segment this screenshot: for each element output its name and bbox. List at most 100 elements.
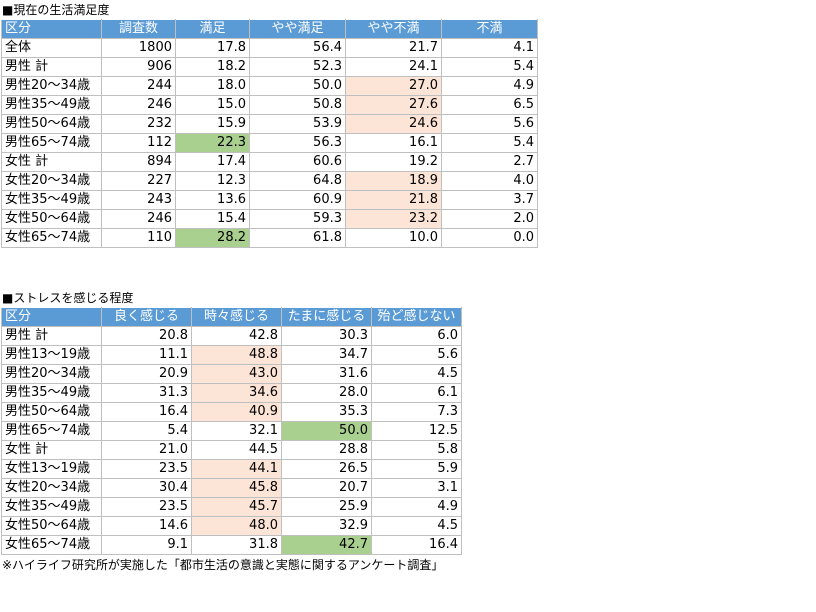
- satisfaction-cell: 232: [101, 114, 176, 134]
- satisfaction-row-label: 女性50～64歳: [1, 209, 102, 229]
- satisfaction-cell: 50.8: [249, 95, 346, 115]
- satisfaction-row: 男性65～74歳 112 22.3 56.3 16.1 5.4: [1, 133, 538, 153]
- stress-cell: 43.0: [191, 364, 282, 384]
- stress-cell: 20.7: [281, 478, 372, 498]
- satisfaction-cell: 906: [101, 57, 176, 77]
- stress-row-label: 女性35～49歳: [1, 497, 102, 517]
- stress-row-label: 女性 計: [1, 440, 102, 460]
- stress-row-label: 女性13～19歳: [1, 459, 102, 479]
- stress-row-label: 女性50～64歳: [1, 516, 102, 536]
- stress-row-label: 男性 計: [1, 326, 102, 346]
- stress-row-label: 男性50～64歳: [1, 402, 102, 422]
- satisfaction-cell: 246: [101, 95, 176, 115]
- satisfaction-cell: 23.2: [345, 209, 442, 229]
- satisfaction-cell: 53.9: [249, 114, 346, 134]
- stress-cell: 5.4: [101, 421, 192, 441]
- satisfaction-cell: 15.0: [175, 95, 250, 115]
- stress-cell: 45.7: [191, 497, 282, 517]
- stress-cell: 28.0: [281, 383, 372, 403]
- stress-cell: 34.7: [281, 345, 372, 365]
- stress-cell: 20.8: [101, 326, 192, 346]
- satisfaction-row-label: 女性65～74歳: [1, 228, 102, 248]
- stress-row: 男性35～49歳 31.3 34.6 28.0 6.1: [1, 383, 462, 403]
- satisfaction-table: 区分 調査数 満足 やや満足 やや不満 不満 全体 1800 17.8 56.4 21.7 4.1 男…: [1, 19, 538, 248]
- stress-row-label: 男性13～19歳: [1, 345, 102, 365]
- stress-cell: 16.4: [371, 535, 462, 555]
- satisfaction-cell: 1800: [101, 38, 176, 58]
- stress-cell: 16.4: [101, 402, 192, 422]
- stress-cell: 40.9: [191, 402, 282, 422]
- satisfaction-header-cell: 不満: [441, 19, 538, 39]
- stress-table-title: ■ストレスを感じる程度: [2, 291, 134, 305]
- satisfaction-cell: 5.4: [441, 133, 538, 153]
- stress-row: 男性20～34歳 20.9 43.0 31.6 4.5: [1, 364, 462, 384]
- satisfaction-header-cell: やや不満: [345, 19, 442, 39]
- stress-cell: 9.1: [101, 535, 192, 555]
- satisfaction-cell: 50.0: [249, 76, 346, 96]
- stress-cell: 48.8: [191, 345, 282, 365]
- stress-cell: 31.6: [281, 364, 372, 384]
- satisfaction-row: 男性20～34歳 244 18.0 50.0 27.0 4.9: [1, 76, 538, 96]
- stress-cell: 28.8: [281, 440, 372, 460]
- stress-row-label: 男性35～49歳: [1, 383, 102, 403]
- satisfaction-cell: 0.0: [441, 228, 538, 248]
- stress-cell: 4.9: [371, 497, 462, 517]
- stress-cell: 30.3: [281, 326, 372, 346]
- stress-cell: 4.5: [371, 516, 462, 536]
- satisfaction-cell: 56.3: [249, 133, 346, 153]
- stress-cell: 23.5: [101, 459, 192, 479]
- stress-header-cell: 殆ど感じない: [371, 307, 462, 327]
- satisfaction-header-row: 区分 調査数 満足 やや満足 やや不満 不満: [1, 19, 538, 39]
- satisfaction-cell: 4.0: [441, 171, 538, 191]
- stress-row-label: 女性65～74歳: [1, 535, 102, 555]
- stress-cell: 31.8: [191, 535, 282, 555]
- stress-row: 女性50～64歳 14.6 48.0 32.9 4.5: [1, 516, 462, 536]
- source-footnote: ※ハイライフ研究所が実施した「都市生活の意識と実態に関するアンケート調査」: [2, 558, 444, 572]
- stress-row: 男性 計 20.8 42.8 30.3 6.0: [1, 326, 462, 346]
- stress-row-label: 男性20～34歳: [1, 364, 102, 384]
- satisfaction-cell: 246: [101, 209, 176, 229]
- satisfaction-cell: 16.1: [345, 133, 442, 153]
- satisfaction-row: 全体 1800 17.8 56.4 21.7 4.1: [1, 38, 538, 58]
- satisfaction-cell: 4.9: [441, 76, 538, 96]
- satisfaction-cell: 64.8: [249, 171, 346, 191]
- satisfaction-cell: 18.0: [175, 76, 250, 96]
- stress-row-label: 男性65～74歳: [1, 421, 102, 441]
- satisfaction-cell: 227: [101, 171, 176, 191]
- stress-cell: 6.0: [371, 326, 462, 346]
- stress-cell: 5.9: [371, 459, 462, 479]
- stress-cell: 14.6: [101, 516, 192, 536]
- satisfaction-cell: 18.2: [175, 57, 250, 77]
- satisfaction-cell: 3.7: [441, 190, 538, 210]
- satisfaction-row: 女性65～74歳 110 28.2 61.8 10.0 0.0: [1, 228, 538, 248]
- satisfaction-cell: 21.7: [345, 38, 442, 58]
- satisfaction-cell: 24.1: [345, 57, 442, 77]
- satisfaction-cell: 61.8: [249, 228, 346, 248]
- satisfaction-row: 女性20～34歳 227 12.3 64.8 18.9 4.0: [1, 171, 538, 191]
- satisfaction-cell: 10.0: [345, 228, 442, 248]
- satisfaction-cell: 52.3: [249, 57, 346, 77]
- satisfaction-row-label: 女性20～34歳: [1, 171, 102, 191]
- stress-cell: 32.1: [191, 421, 282, 441]
- satisfaction-row: 男性35～49歳 246 15.0 50.8 27.6 6.5: [1, 95, 538, 115]
- satisfaction-row: 女性35～49歳 243 13.6 60.9 21.8 3.7: [1, 190, 538, 210]
- stress-cell: 26.5: [281, 459, 372, 479]
- stress-cell: 7.3: [371, 402, 462, 422]
- stress-cell: 31.3: [101, 383, 192, 403]
- satisfaction-cell: 15.9: [175, 114, 250, 134]
- satisfaction-cell: 19.2: [345, 152, 442, 172]
- stress-header-cell: 良く感じる: [101, 307, 192, 327]
- stress-cell: 42.8: [191, 326, 282, 346]
- satisfaction-row: 男性 計 906 18.2 52.3 24.1 5.4: [1, 57, 538, 77]
- stress-cell: 48.0: [191, 516, 282, 536]
- stress-header-row: 区分 良く感じる 時々感じる たまに感じる 殆ど感じない: [1, 307, 462, 327]
- stress-cell: 34.6: [191, 383, 282, 403]
- stress-header-cell: 区分: [1, 307, 102, 327]
- stress-cell: 4.5: [371, 364, 462, 384]
- satisfaction-header-cell: 調査数: [101, 19, 176, 39]
- satisfaction-cell: 6.5: [441, 95, 538, 115]
- satisfaction-table-title: ■現在の生活満足度: [2, 3, 110, 17]
- stress-cell: 44.1: [191, 459, 282, 479]
- satisfaction-cell: 60.9: [249, 190, 346, 210]
- stress-cell: 20.9: [101, 364, 192, 384]
